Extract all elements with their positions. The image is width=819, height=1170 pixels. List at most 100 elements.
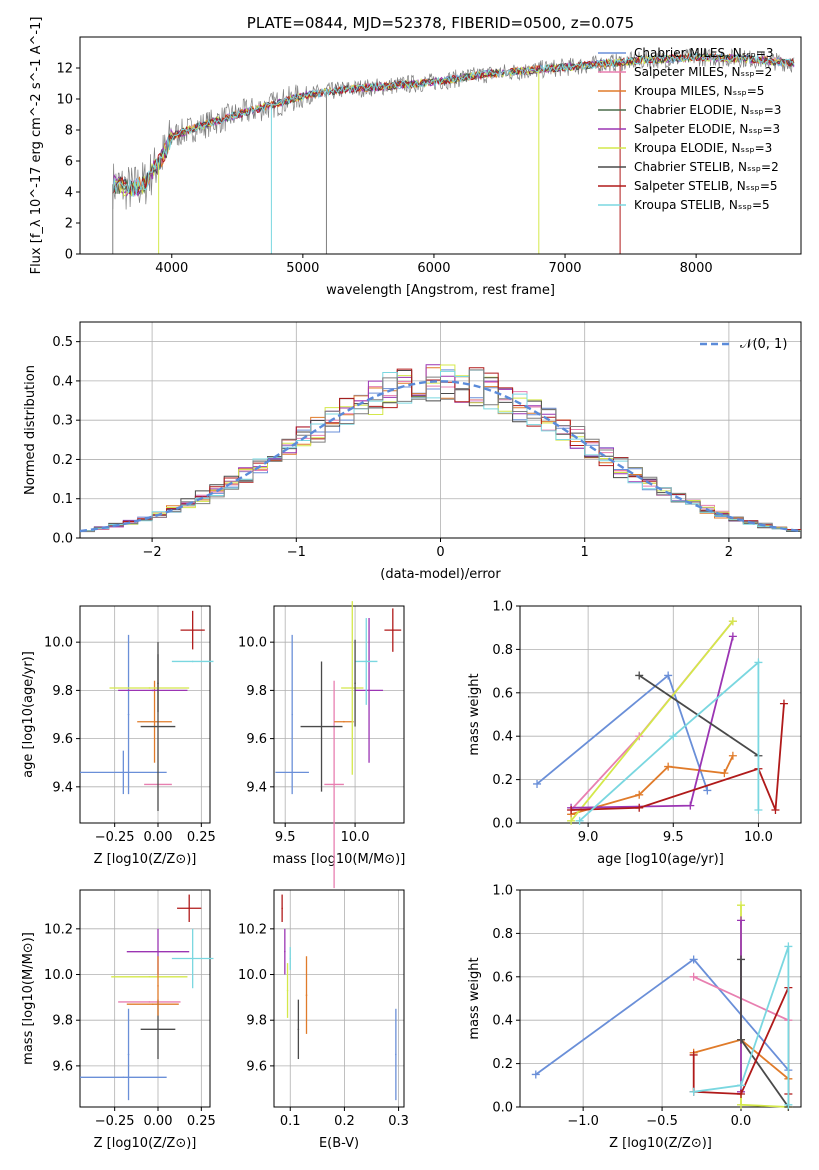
y-tick-label: 9.6	[246, 1059, 267, 1074]
axes-frame	[273, 605, 405, 824]
x-tick-label: 5000	[286, 261, 319, 276]
x-axis-label: Z [log10(Z/Z⊙)]	[609, 1136, 712, 1151]
x-axis-label: age [log10(age/yr)]	[597, 852, 724, 867]
x-tick-label: −1.0	[567, 1114, 599, 1129]
y-tick-label: 0.4	[492, 730, 513, 745]
weight-marker	[737, 916, 746, 925]
x-tick-label: 9.5	[275, 830, 296, 845]
spectrum-legend: Chabrier MILES, Nₛₛₚ=3 Salpeter MILES, Nₛ…	[598, 46, 781, 212]
x-tick-label: 0.25	[187, 830, 216, 845]
data-point	[153, 720, 156, 723]
x-tick-label: 10.0	[341, 830, 370, 845]
x-axis-label: mass [log10(M/M⊙)]	[273, 852, 406, 867]
weight-marker	[720, 769, 729, 778]
weight-marker	[784, 1100, 793, 1109]
x-tick-label: 0.0	[731, 1114, 752, 1129]
y-tick-label: 0.4	[52, 374, 73, 389]
data-point	[291, 713, 293, 716]
y-tick-label: 9.6	[52, 732, 73, 747]
data-point	[152, 1003, 154, 1006]
weight-marker	[533, 779, 542, 788]
weight-marker	[686, 801, 695, 810]
weight-marker	[689, 972, 698, 981]
y-tick-label: 9.4	[52, 780, 73, 795]
weight-marker	[728, 751, 737, 760]
x-axis-label: Z [log10(Z/Z⊙)]	[94, 852, 197, 867]
x-tick-label: 0.3	[388, 1114, 409, 1129]
weight-marker	[567, 816, 576, 825]
y-tick-label: 9.8	[52, 684, 73, 699]
x-tick-label: 9.5	[663, 830, 684, 845]
x-tick-label: 0.00	[144, 830, 173, 845]
data-point	[148, 687, 151, 689]
y-tick-label: 0	[65, 248, 73, 263]
weight-marker	[635, 803, 644, 812]
y-tick-label: 0.8	[492, 927, 513, 942]
data-point	[368, 689, 370, 692]
x-tick-label: 6000	[417, 261, 450, 276]
y-tick-label: 0.0	[52, 532, 73, 547]
axes-frame	[519, 605, 802, 824]
data-point	[281, 907, 283, 910]
y-tick-label: 0.0	[492, 1101, 513, 1116]
y-tick-label: 0.2	[492, 1057, 513, 1072]
spectrum-chart: PLATE=0844, MJD=52378, FIBERID=0500, z=0…	[29, 14, 802, 298]
y-axis-label: Normed distribution	[23, 365, 38, 495]
data-point	[354, 682, 356, 684]
x-tick-label: −0.5	[646, 1114, 678, 1129]
y-axis-label: mass weight	[467, 673, 482, 755]
x-tick-label: −0.25	[95, 830, 135, 845]
weight-marker	[737, 1035, 746, 1044]
weight-marker	[737, 1100, 746, 1109]
weight-series-line	[740, 959, 790, 1108]
y-tick-label: 9.4	[246, 780, 267, 795]
weight-marker	[669, 732, 678, 741]
data-point	[297, 1028, 300, 1031]
weight-series-line	[578, 660, 760, 822]
weight-series-line	[638, 674, 759, 757]
y-tick-label: 10.0	[238, 636, 267, 651]
data-point	[122, 1076, 125, 1079]
legend-label: Kroupa ELODIE, Nₛₛₚ=3	[634, 141, 772, 155]
weight-marker	[728, 632, 737, 641]
data-point	[157, 682, 159, 684]
y-tick-label: 10	[56, 93, 73, 108]
weight-marker	[754, 805, 763, 814]
y-tick-label: 9.6	[52, 1059, 73, 1074]
data-point	[191, 660, 194, 663]
age-vs-Z-chart: −0.25 0.00 0.25 9.4 9.6 9.8 10.0 Z [log10(Z/Z⊙)…	[21, 605, 216, 867]
x-axis-label: wavelength [Angstrom, rest frame]	[326, 283, 555, 298]
y-tick-label: 0.6	[492, 970, 513, 985]
x-tick-label: 1	[581, 545, 589, 560]
y-axis-label: Flux [f_λ 10^-17 erg cm^-2 s^-1 A^-1]	[29, 17, 44, 275]
legend-label: Salpeter STELIB, Nₛₛₚ=5	[634, 179, 778, 193]
weight-marker	[754, 658, 763, 667]
weight-marker	[784, 942, 793, 951]
y-tick-label: 10.0	[238, 968, 267, 983]
data-point	[191, 957, 194, 960]
weight-series-line	[570, 620, 734, 822]
data-point	[127, 1053, 130, 1056]
axes-frame	[79, 36, 802, 255]
y-axis-label: age [log10(age/yr)]	[21, 651, 36, 778]
age-vs-mass-chart: 9.5 10.0 9.4 9.6 9.8 10.0 mass [log10(M/M⊙)]	[238, 601, 406, 889]
data-point	[157, 1028, 159, 1031]
y-tick-label: 1.0	[492, 600, 513, 615]
data-point	[333, 783, 335, 786]
weight-marker	[689, 1050, 698, 1059]
model-spectrum-line	[112, 52, 795, 197]
y-tick-label: 9.8	[52, 1014, 73, 1029]
data-point	[320, 725, 323, 728]
y-tick-label: 10.0	[44, 636, 73, 651]
data-point	[351, 687, 354, 689]
mass-vs-Z-chart: −0.25 0.00 0.25 9.6 9.8 10.0 10.2 Z [log10(Z/Z⊙…	[21, 889, 216, 1151]
y-tick-label: 6	[65, 155, 73, 170]
x-tick-label: 7000	[548, 261, 581, 276]
data-point	[127, 713, 130, 716]
weight-marker	[664, 762, 673, 771]
y-tick-label: 0.2	[492, 773, 513, 788]
data-point	[191, 629, 194, 631]
legend-label: Salpeter ELODIE, Nₛₛₚ=3	[634, 122, 780, 136]
legend-label: Kroupa STELIB, Nₛₛₚ=5	[634, 198, 770, 212]
x-axis-label: (data-model)/error	[380, 567, 501, 582]
